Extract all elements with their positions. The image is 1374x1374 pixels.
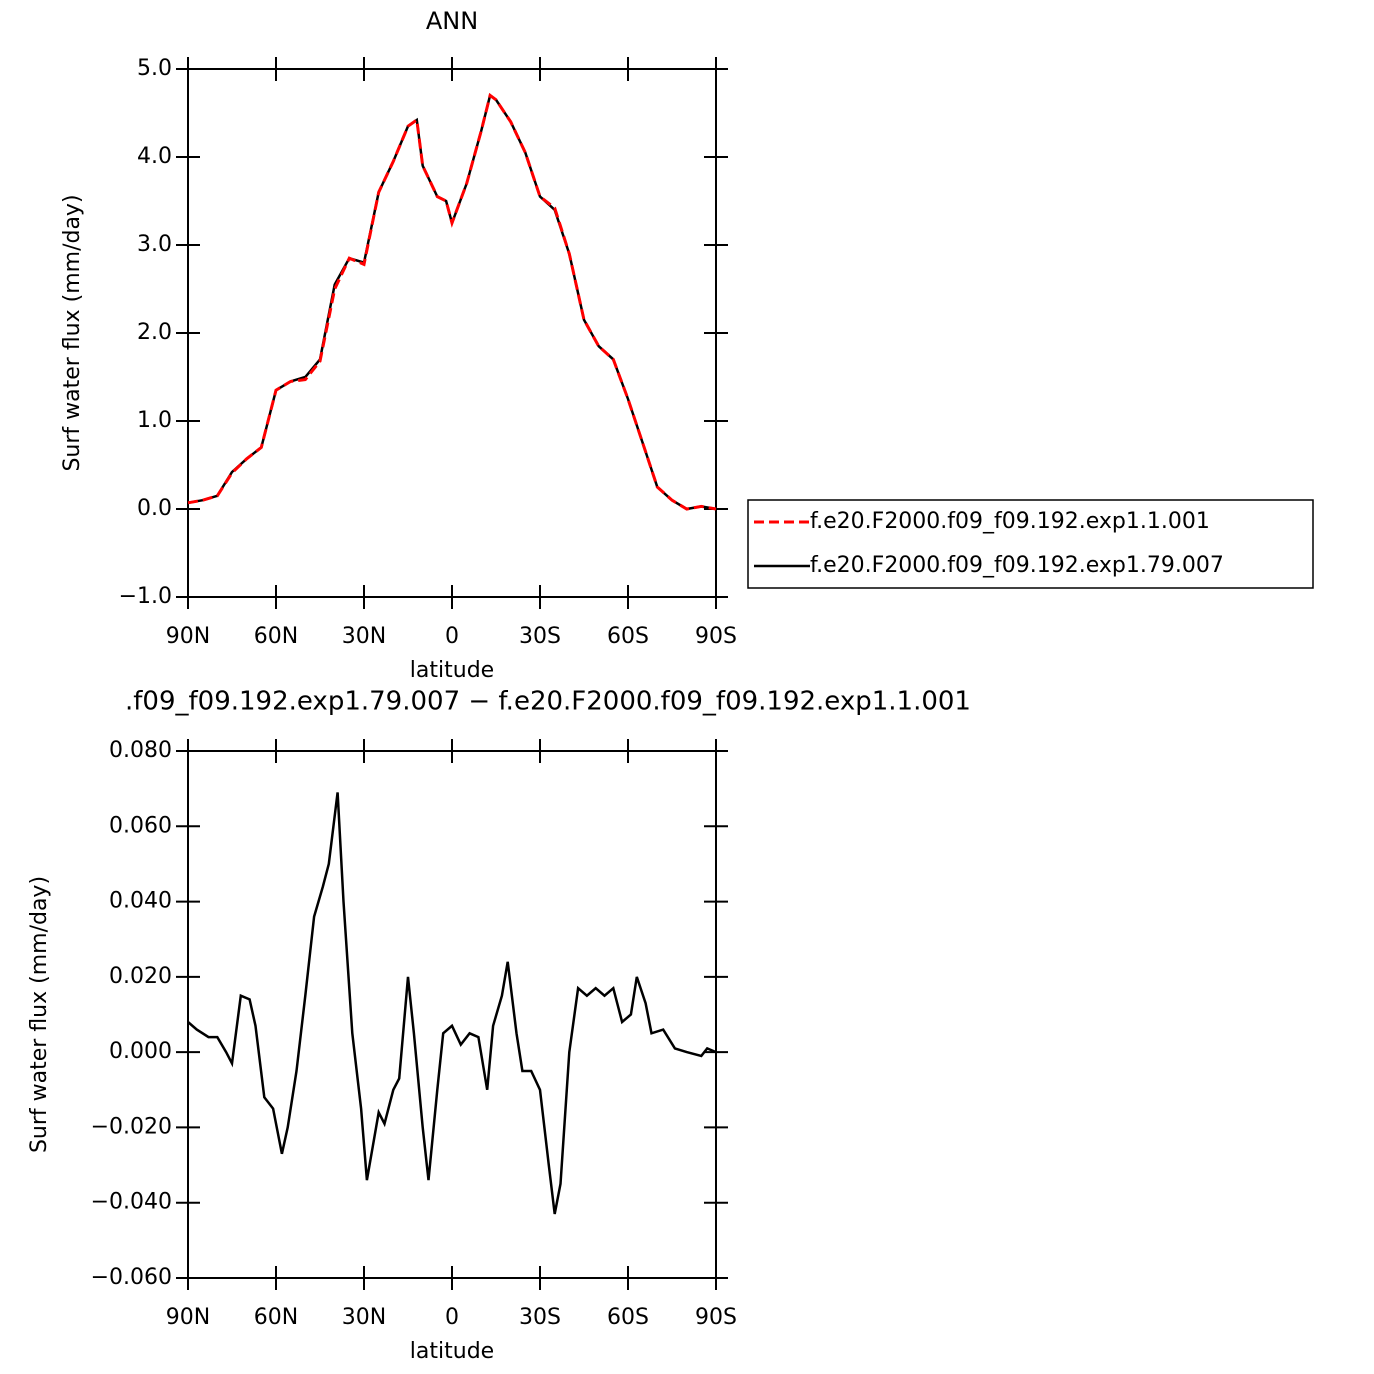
y-axis-label: Surf water flux (mm/day) — [27, 876, 52, 1153]
x-tick-label: 0 — [445, 1305, 459, 1330]
y-tick-label: −0.060 — [91, 1265, 172, 1290]
x-tick-label: 90N — [166, 624, 210, 649]
x-tick-label: 90S — [695, 1305, 737, 1330]
chart-title: .f09_f09.192.exp1.79.007 − f.e20.F2000.f… — [125, 687, 971, 717]
y-tick-label: −0.020 — [91, 1114, 172, 1139]
y-tick-label: 5.0 — [137, 56, 172, 81]
plot-frame — [187, 750, 717, 1279]
y-tick-label: 0.080 — [109, 738, 172, 763]
x-tick-label: 30N — [342, 1305, 386, 1330]
y-tick-label: 1.0 — [137, 408, 172, 433]
y-tick-label: 0.0 — [137, 496, 172, 521]
y-tick-label: 2.0 — [137, 320, 172, 345]
x-tick-label: 30S — [519, 1305, 561, 1330]
data-line — [187, 92, 717, 511]
x-tick-label: 90N — [166, 1305, 210, 1330]
x-tick-label: 60S — [607, 1305, 649, 1330]
y-axis-label: Surf water flux (mm/day) — [60, 194, 85, 471]
data-line — [187, 792, 717, 1215]
x-axis-label: latitude — [410, 1339, 494, 1364]
data-line — [187, 93, 717, 511]
x-axis-label: latitude — [410, 658, 494, 683]
x-tick-label: 30S — [519, 624, 561, 649]
y-tick-label: 3.0 — [137, 232, 172, 257]
x-tick-label: 60N — [254, 1305, 298, 1330]
legend-box — [747, 499, 1314, 589]
y-tick-label: 0.000 — [109, 1039, 172, 1064]
x-tick-label: 60N — [254, 624, 298, 649]
chart-title: ANN — [426, 7, 478, 35]
plot-frame — [187, 68, 717, 598]
x-tick-label: 30N — [342, 624, 386, 649]
x-tick-label: 90S — [695, 624, 737, 649]
x-tick-label: 60S — [607, 624, 649, 649]
legend-label: f.e20.F2000.f09_f09.192.exp1.79.007 — [810, 553, 1224, 578]
y-tick-label: 0.060 — [109, 813, 172, 838]
x-tick-label: 0 — [445, 624, 459, 649]
legend-label: f.e20.F2000.f09_f09.192.exp1.1.001 — [810, 509, 1210, 534]
y-tick-label: 4.0 — [137, 144, 172, 169]
y-tick-label: 0.020 — [109, 964, 172, 989]
y-tick-label: −0.040 — [91, 1190, 172, 1215]
y-tick-label: 0.040 — [109, 889, 172, 914]
y-tick-label: −1.0 — [119, 584, 172, 609]
